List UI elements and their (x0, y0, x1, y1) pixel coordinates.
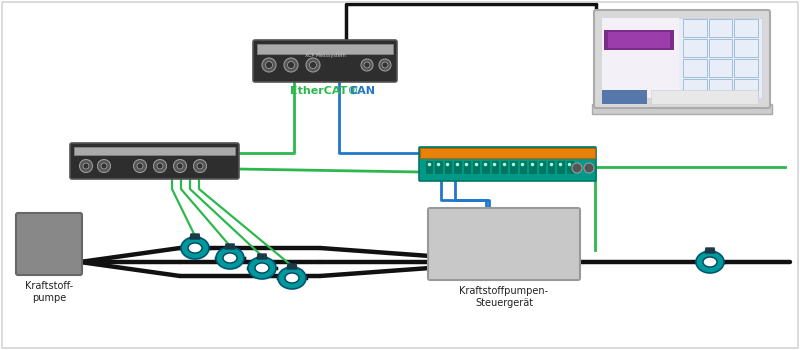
FancyBboxPatch shape (419, 147, 596, 181)
Bar (709, 39, 732, 57)
Bar (500, 160, 508, 174)
Bar (734, 79, 758, 97)
Ellipse shape (262, 58, 276, 72)
Bar (420, 148, 595, 158)
Text: CAN: CAN (349, 86, 375, 96)
FancyBboxPatch shape (594, 10, 770, 108)
Bar (734, 59, 758, 77)
Bar (490, 160, 499, 174)
Bar (709, 59, 732, 77)
Bar (528, 160, 537, 174)
Ellipse shape (177, 163, 183, 169)
Bar (683, 79, 706, 97)
Ellipse shape (284, 58, 298, 72)
Ellipse shape (248, 257, 276, 279)
Ellipse shape (101, 163, 107, 169)
Ellipse shape (188, 243, 202, 253)
Ellipse shape (79, 160, 93, 173)
Ellipse shape (266, 62, 273, 69)
Bar (734, 19, 758, 37)
Ellipse shape (134, 160, 146, 173)
Bar (566, 160, 574, 174)
Bar (547, 160, 555, 174)
Ellipse shape (194, 160, 206, 173)
Ellipse shape (306, 58, 320, 72)
Bar (518, 160, 527, 174)
Bar (608, 32, 670, 48)
Ellipse shape (379, 59, 391, 71)
Polygon shape (190, 234, 200, 239)
Ellipse shape (157, 163, 163, 169)
Bar (734, 39, 758, 57)
Ellipse shape (174, 160, 186, 173)
Ellipse shape (83, 163, 89, 169)
Bar (472, 160, 480, 174)
Ellipse shape (310, 62, 317, 69)
Polygon shape (705, 248, 715, 253)
Ellipse shape (137, 163, 143, 169)
Text: EtherCAT®: EtherCAT® (290, 86, 358, 96)
Bar (482, 160, 490, 174)
Bar (74, 147, 235, 155)
Ellipse shape (287, 62, 294, 69)
FancyBboxPatch shape (16, 213, 82, 275)
Bar (604, 30, 674, 50)
Bar (425, 160, 434, 174)
Polygon shape (287, 264, 297, 269)
Text: Kraftstoffpumpen-
Steuergerät: Kraftstoffpumpen- Steuergerät (459, 286, 549, 308)
Polygon shape (257, 254, 267, 259)
FancyBboxPatch shape (253, 40, 397, 82)
Ellipse shape (364, 62, 370, 68)
Bar (709, 79, 732, 97)
Bar (257, 44, 393, 54)
Ellipse shape (285, 273, 299, 283)
Bar (556, 160, 565, 174)
Bar (538, 160, 546, 174)
Text: XCP Messsystem: XCP Messsystem (305, 54, 346, 58)
FancyBboxPatch shape (70, 143, 239, 179)
Bar (709, 19, 732, 37)
Bar (453, 160, 462, 174)
Ellipse shape (382, 62, 388, 68)
Ellipse shape (255, 263, 269, 273)
Ellipse shape (197, 163, 203, 169)
Ellipse shape (98, 160, 110, 173)
Ellipse shape (361, 59, 373, 71)
Bar (444, 160, 452, 174)
Ellipse shape (216, 247, 244, 269)
Bar (510, 160, 518, 174)
Polygon shape (225, 244, 235, 249)
Bar (683, 59, 706, 77)
Ellipse shape (696, 251, 724, 273)
Ellipse shape (278, 267, 306, 289)
Bar (434, 160, 442, 174)
FancyBboxPatch shape (428, 208, 580, 280)
Ellipse shape (181, 237, 209, 259)
Ellipse shape (223, 253, 237, 263)
Bar (602, 90, 647, 104)
Ellipse shape (584, 163, 594, 173)
Bar (683, 39, 706, 57)
Bar (592, 104, 772, 114)
Bar (602, 18, 762, 98)
Bar (462, 160, 471, 174)
Ellipse shape (154, 160, 166, 173)
Ellipse shape (572, 163, 582, 173)
Bar (651, 90, 758, 104)
Bar (683, 19, 706, 37)
Text: Kraftstoff-
pumpe: Kraftstoff- pumpe (25, 281, 73, 303)
Bar (602, 18, 678, 98)
Ellipse shape (703, 257, 717, 267)
